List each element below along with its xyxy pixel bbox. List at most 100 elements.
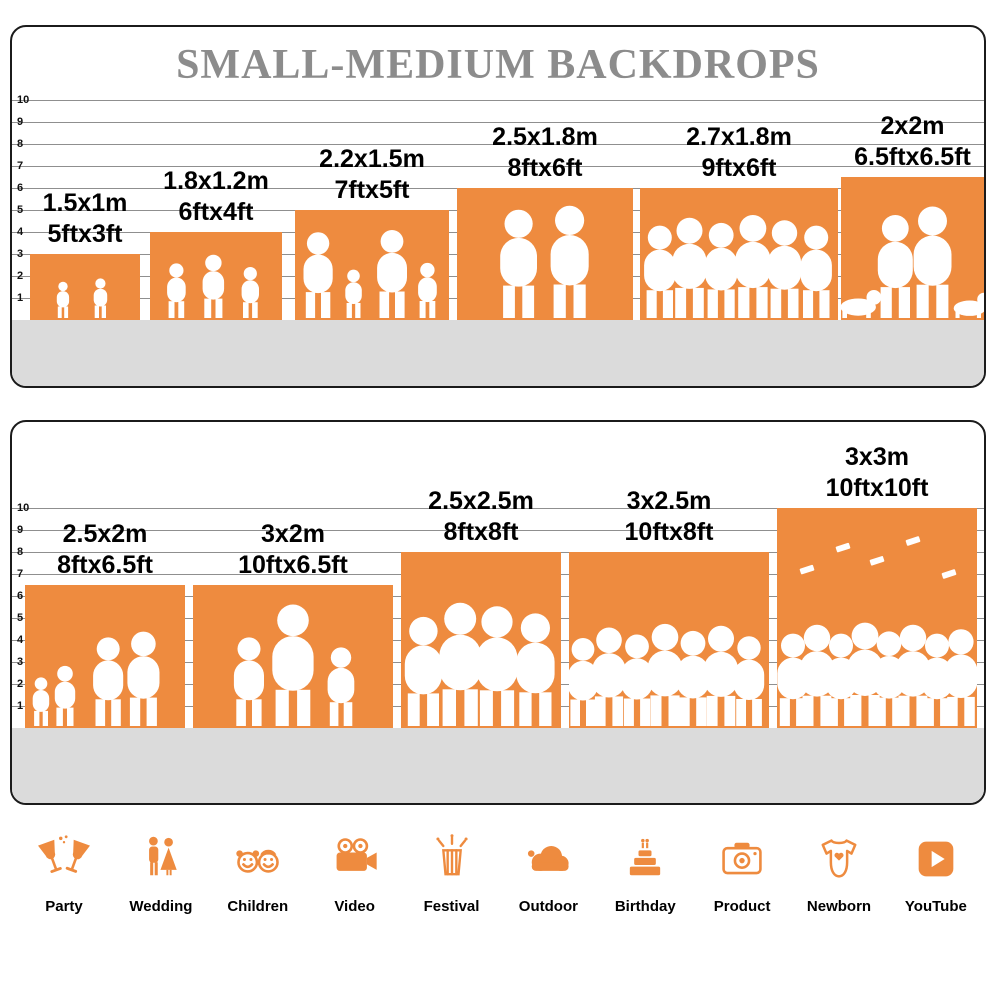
scale-number: 10 <box>17 94 30 106</box>
scale-number: 4 <box>17 634 24 646</box>
scale-number: 5 <box>17 612 24 624</box>
size-grid-bottom: 1 2 3 4 5 6 7 8 9 10 2.5x2m 8ftx6.5ft 3x2m 10ftx6.5ft… <box>12 422 984 803</box>
size-metric: 3x2m <box>261 520 325 548</box>
scale-number: 9 <box>17 116 24 128</box>
children-icon <box>232 828 284 890</box>
backdrop-bar <box>30 254 140 320</box>
bar-size-label: 2x2m 6.5ftx6.5ft <box>793 111 985 173</box>
size-metric: 2.5x2m <box>62 520 148 548</box>
silhouette-standing-group <box>404 602 555 726</box>
size-imperial: 5ftx3ft <box>47 220 123 248</box>
scale-number: 8 <box>17 138 24 150</box>
youtube-icon <box>910 828 962 890</box>
scale-number: 9 <box>17 524 24 536</box>
category-label: Newborn <box>806 898 872 915</box>
video-icon <box>329 828 381 890</box>
size-imperial: 8ftx8ft <box>443 518 519 546</box>
scale-number: 2 <box>17 678 24 690</box>
scale-number: 8 <box>17 546 24 558</box>
category-label: Product <box>713 898 771 915</box>
bar-size-label: 2.5x2.5m 8ftx8ft <box>361 486 601 548</box>
birthday-icon <box>619 828 671 890</box>
silhouette-graduation-crowd <box>777 536 977 726</box>
silhouette-wedding-couple <box>500 205 589 318</box>
silhouette-children-reading <box>56 278 108 318</box>
size-metric: 2.7x1.8m <box>686 123 792 151</box>
silhouette-children-running <box>167 254 259 318</box>
bar-size-label: 2.2x1.5m 7ftx5ft <box>252 144 492 206</box>
silhouette-family-holding-hands <box>303 230 437 318</box>
category-video: Video <box>311 828 399 915</box>
category-children: Children <box>214 828 302 915</box>
size-imperial: 6ftx4ft <box>178 198 254 226</box>
scale-number: 4 <box>17 226 24 238</box>
size-imperial: 8ftx6.5ft <box>57 551 153 579</box>
bar-size-label: 3x2.5m 10ftx8ft <box>549 486 789 548</box>
category-row: Party Wedding <box>20 828 980 948</box>
scale-number: 3 <box>17 248 24 260</box>
size-imperial: 10ftx8ft <box>624 518 714 546</box>
backdrop-bar <box>841 177 984 320</box>
floor-strip <box>12 320 984 386</box>
category-label: Video <box>334 898 375 915</box>
category-label: Wedding <box>129 898 193 915</box>
scale-number: 7 <box>17 568 24 580</box>
page-title: SMALL-MEDIUM BACKDROPS <box>176 42 820 88</box>
size-metric: 2x2m <box>880 112 945 140</box>
category-label: YouTube <box>904 898 967 915</box>
bar-size-label: 2.5x2m 8ftx6.5ft <box>12 519 225 581</box>
scale-number: 6 <box>17 182 24 194</box>
category-label: Children <box>227 898 289 915</box>
panel-bottom-sizes: 1 2 3 4 5 6 7 8 9 10 2.5x2m 8ftx6.5ft 3x2m 10ftx6.5ft… <box>10 420 986 805</box>
size-metric: 2.5x1.8m <box>492 123 598 151</box>
size-imperial: 10ftx6.5ft <box>238 551 348 579</box>
category-birthday: Birthday <box>601 828 689 915</box>
newborn-icon <box>813 828 865 890</box>
size-grid-top: 1 2 3 4 5 6 7 8 9 10 1.5x1m 5ftx3ft 1.8x1.2m 6ftx4ft 2… <box>12 27 984 386</box>
wedding-icon <box>135 828 187 890</box>
silhouette-family-children <box>32 631 160 726</box>
size-imperial: 9ftx6ft <box>701 154 777 182</box>
category-party: Party <box>20 828 108 915</box>
gridline <box>12 508 984 509</box>
size-metric: 2.2x1.5m <box>319 145 425 173</box>
gridline <box>12 100 984 101</box>
bar-size-label: 1.8x1.2m 6ftx4ft <box>96 166 336 228</box>
size-imperial: 7ftx5ft <box>334 176 410 204</box>
size-metric: 3x2.5m <box>626 487 712 515</box>
category-label: Birthday <box>614 898 676 915</box>
product-icon <box>716 828 768 890</box>
bar-size-label: 3x3m 10ftx10ft <box>757 442 984 504</box>
scale-number: 3 <box>17 656 24 668</box>
scale-number: 2 <box>17 270 24 282</box>
category-newborn: Newborn <box>795 828 883 915</box>
category-wedding: Wedding <box>117 828 205 915</box>
size-metric: 1.8x1.2m <box>163 167 269 195</box>
gridline <box>12 530 984 531</box>
scale-number: 1 <box>17 700 24 712</box>
bar-size-label: 2.7x1.8m 9ftx6ft <box>619 122 859 184</box>
floor-strip <box>12 728 984 803</box>
scale-number: 7 <box>17 160 24 172</box>
category-outdoor: Outdoor <box>504 828 592 915</box>
party-icon <box>38 828 90 890</box>
category-label: Outdoor <box>518 898 578 915</box>
scale-number: 10 <box>17 502 30 514</box>
silhouette-family-with-pets <box>841 206 984 318</box>
category-label: Party <box>45 898 83 915</box>
bar-size-label: 3x2m 10ftx6.5ft <box>173 519 413 581</box>
silhouette-dancing-group <box>644 215 832 318</box>
scale-number: 1 <box>17 292 24 304</box>
backdrop-bar <box>457 188 633 320</box>
gridline <box>12 144 984 145</box>
bar-size-label: 1.5x1m 5ftx3ft <box>12 188 205 250</box>
bar-size-label: 2.5x1.8m 8ftx6ft <box>425 122 665 184</box>
size-imperial: 10ftx10ft <box>825 474 929 502</box>
outdoor-icon <box>522 828 574 890</box>
scale-number: 5 <box>17 204 24 216</box>
size-metric: 2.5x2.5m <box>428 487 534 515</box>
category-label: Festival <box>423 898 480 915</box>
size-metric: 3x3m <box>845 443 909 471</box>
gridline <box>12 166 984 167</box>
